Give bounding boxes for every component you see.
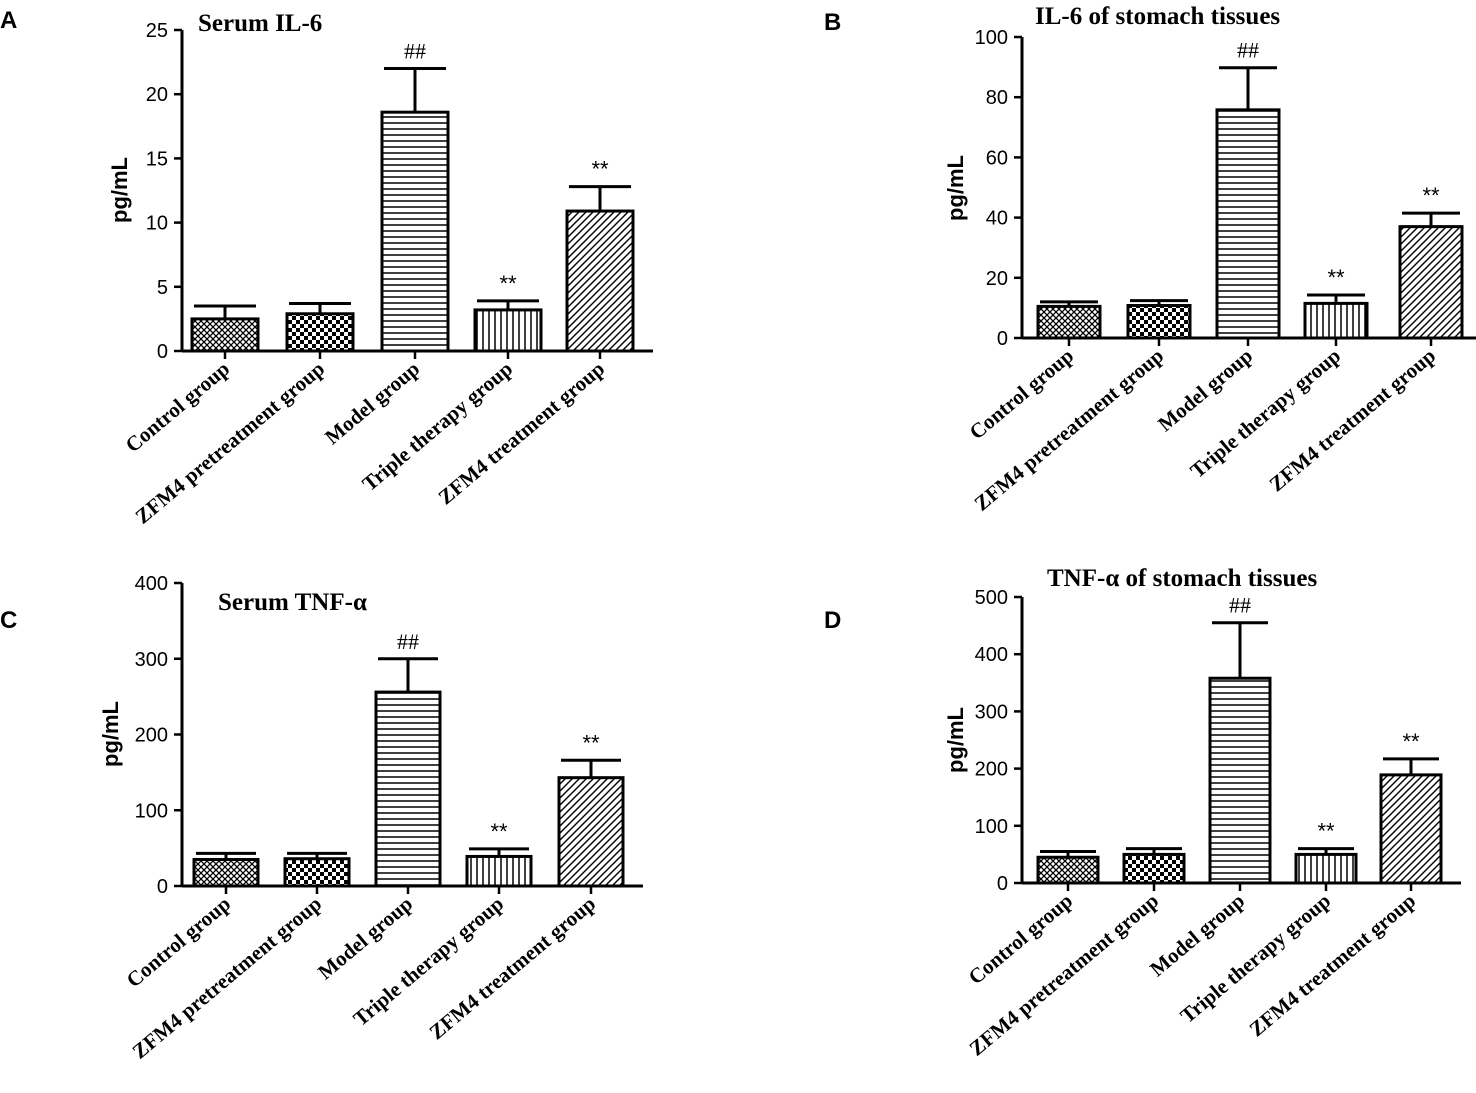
y-tick-label-c: 100: [135, 800, 168, 822]
bar-c-2: [283, 857, 351, 888]
y-tick-label-d: 300: [975, 701, 1008, 723]
significance-label-b: ##: [1237, 38, 1259, 63]
significance-label-a: ##: [404, 39, 426, 64]
significance-label-d: ##: [1229, 593, 1251, 618]
bar-a-1: [190, 317, 260, 353]
significance-label-d: **: [1317, 819, 1335, 844]
y-tick-label-a: 25: [146, 20, 168, 42]
y-axis-label-a: pg/mL: [107, 157, 132, 223]
x-category-label-a: Triple therapy group: [358, 356, 518, 495]
y-tick-label-b: 60: [986, 147, 1008, 169]
x-category-label-d: ZFM4 treatment group: [1245, 888, 1421, 1041]
bar-c-4: [465, 854, 533, 888]
bar-c-5: [557, 776, 625, 888]
bar-c-1: [192, 857, 260, 888]
y-tick-label-a: 15: [146, 148, 168, 170]
y-tick-label-c: 400: [135, 573, 168, 595]
chart-panel-b: B IL-6 of stomach tissues pg/mL 0 20 40 60 80 10…: [824, 3, 1476, 516]
significance-label-b: **: [1327, 265, 1345, 290]
bar-b-4: [1303, 301, 1369, 340]
panel-letter-c: C: [0, 607, 17, 634]
y-tick-label-b: 20: [986, 268, 1008, 290]
significance-label-c: ##: [397, 629, 419, 654]
x-category-label-c: Triple therapy group: [349, 891, 509, 1030]
chart-title-b: IL-6 of stomach tissues: [1035, 3, 1280, 30]
bar-b-3: [1215, 108, 1281, 340]
y-tick-label-b: 80: [986, 87, 1008, 109]
bar-d-1: [1036, 855, 1100, 885]
x-category-label-a: ZFM4 treatment group: [434, 356, 610, 509]
x-category-label-d: Triple therapy group: [1176, 888, 1336, 1027]
y-axis-label-c: pg/mL: [98, 701, 123, 767]
y-tick-label-c: 0: [157, 876, 168, 898]
bar-a-4: [473, 308, 543, 353]
y-tick-label-a: 10: [146, 213, 168, 235]
x-category-label-a: ZFM4 pretreatment group: [131, 356, 330, 528]
panel-letter-d: D: [824, 607, 841, 634]
y-tick-label-d: 0: [997, 873, 1008, 895]
significance-label-d: **: [1402, 729, 1420, 754]
y-tick-label-c: 200: [135, 725, 168, 747]
bar-d-2: [1122, 852, 1186, 885]
bar-d-5: [1379, 773, 1443, 885]
y-tick-label-b: 0: [997, 328, 1008, 350]
x-category-label-c: ZFM4 treatment group: [425, 891, 601, 1044]
y-tick-label-d: 500: [975, 587, 1008, 609]
bar-a-3: [380, 110, 450, 353]
panel-letter-a: A: [0, 7, 17, 34]
bar-b-5: [1398, 225, 1464, 340]
bar-b-1: [1036, 304, 1102, 340]
significance-label-c: **: [582, 730, 600, 755]
y-tick-label-a: 0: [157, 341, 168, 363]
x-category-label-c: ZFM4 pretreatment group: [128, 891, 327, 1063]
panel-letter-b: B: [824, 9, 841, 36]
bar-d-3: [1208, 676, 1272, 885]
y-tick-label-d: 200: [975, 759, 1008, 781]
significance-label-a: **: [591, 157, 609, 182]
significance-label-a: **: [499, 271, 517, 296]
y-axis-label-d: pg/mL: [943, 707, 968, 773]
y-tick-label-d: 100: [975, 816, 1008, 838]
bar-d-4: [1294, 852, 1358, 885]
y-tick-label-a: 20: [146, 84, 168, 106]
x-category-label-b: Triple therapy group: [1186, 343, 1346, 482]
y-tick-label-a: 5: [157, 277, 168, 299]
y-axis-label-b: pg/mL: [943, 155, 968, 221]
chart-title-d: TNF-α of stomach tissues: [1047, 565, 1317, 592]
bar-c-3: [374, 690, 442, 888]
x-category-label-b: ZFM4 treatment group: [1265, 343, 1441, 496]
chart-title-a: Serum IL-6: [198, 10, 322, 37]
y-tick-label-b: 100: [975, 27, 1008, 49]
chart-title-c: Serum TNF-α: [218, 589, 367, 616]
y-tick-label-b: 40: [986, 208, 1008, 230]
significance-label-c: **: [490, 819, 508, 844]
y-tick-label-c: 300: [135, 649, 168, 671]
bar-a-2: [285, 312, 355, 353]
y-tick-label-d: 400: [975, 644, 1008, 666]
significance-label-b: **: [1422, 183, 1440, 208]
bar-a-5: [565, 209, 635, 353]
bar-b-2: [1126, 303, 1192, 340]
chart-panel-d: D TNF-α of stomach tissues pg/mL 0 100 200 300…: [824, 565, 1461, 1061]
